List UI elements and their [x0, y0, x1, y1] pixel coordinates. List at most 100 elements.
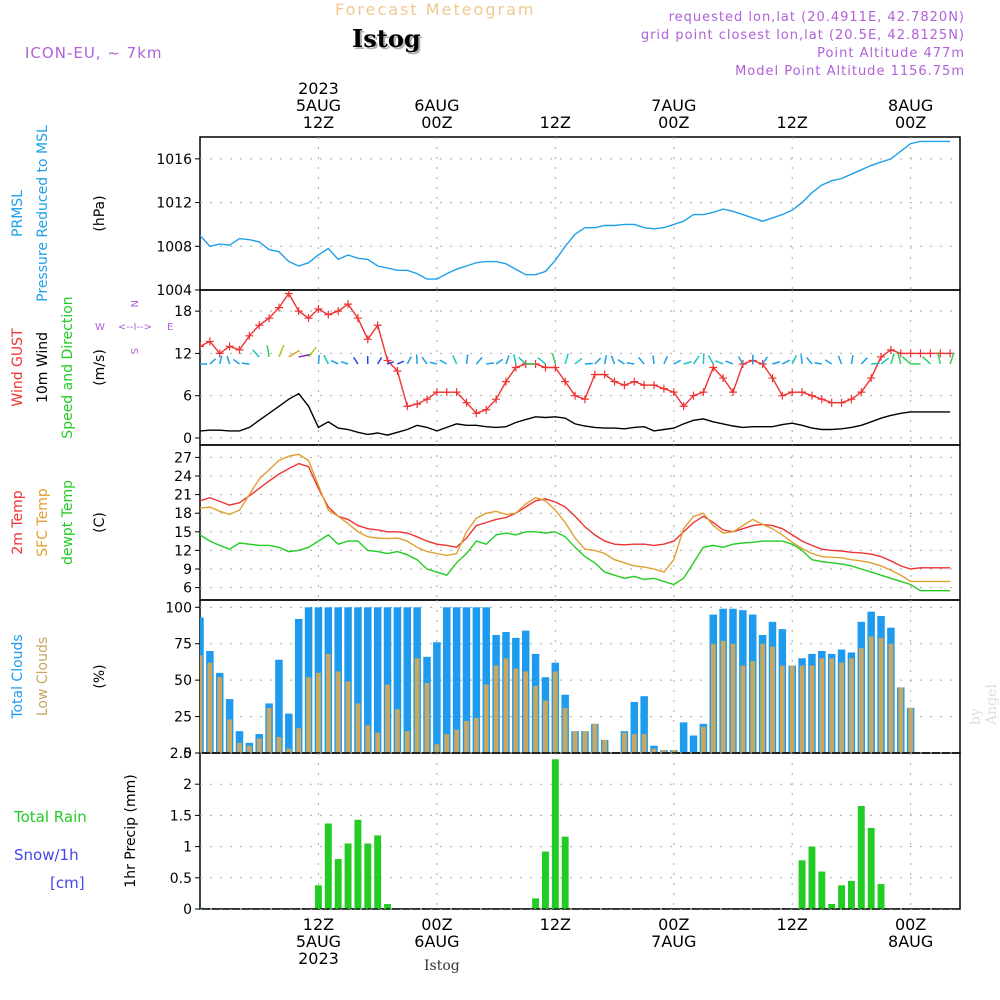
footer-location: Istog: [424, 958, 460, 974]
wind-arrow: [513, 354, 517, 365]
total-cloud-bar: [344, 607, 352, 753]
low-cloud-bar: [622, 732, 627, 753]
gust-marker: [314, 305, 323, 314]
total-cloud-bar: [433, 642, 441, 753]
wind-arrow: [800, 354, 803, 365]
bottom-time-label: 00Z: [658, 915, 689, 934]
wind-arrow: [495, 358, 504, 365]
total-cloud-bar: [393, 607, 402, 753]
wind-arrow: [880, 357, 890, 365]
gust-marker: [837, 398, 846, 407]
gust-marker: [807, 391, 816, 400]
bottom-time-label: 2023: [298, 949, 339, 968]
low-cloud-bar: [404, 731, 410, 753]
gust-marker: [926, 349, 935, 358]
y-tick-label: 15: [174, 525, 192, 541]
total-cloud-bar: [285, 713, 293, 753]
wind-arrow: [397, 360, 405, 365]
total-cloud-bar: [354, 607, 362, 753]
low-cloud-bar: [454, 729, 459, 753]
total-cloud-bar: [235, 731, 244, 753]
top-time-label: 00Z: [658, 113, 689, 132]
panel-ylabel: (%): [92, 664, 108, 688]
bottom-time-label: 6AUG: [414, 932, 459, 951]
wind-arrow: [638, 356, 645, 365]
wind-arrow: [837, 355, 843, 365]
series-line: [200, 453, 951, 583]
panel-title: Speed and Direction: [60, 296, 76, 438]
total-cloud-bar: [443, 607, 451, 753]
gust-marker: [200, 342, 204, 351]
low-cloud-bar: [888, 643, 894, 753]
low-cloud-bar: [710, 643, 716, 753]
gust-marker: [728, 388, 737, 397]
low-cloud-bar: [533, 685, 538, 753]
gust-marker: [817, 395, 826, 404]
gust-marker: [847, 395, 856, 404]
gust-marker: [590, 370, 599, 379]
model-altitude: Model Point Altitude 1156.75m: [735, 64, 965, 79]
low-cloud-bar: [395, 709, 400, 753]
low-cloud-bar: [266, 707, 272, 753]
wind-arrow: [219, 355, 223, 365]
wind-arrow: [806, 356, 813, 365]
gust-marker: [541, 363, 550, 372]
wind-arrow: [761, 356, 769, 365]
low-cloud-bar: [207, 662, 213, 753]
top-time-label: 6AUG: [414, 96, 459, 115]
y-tick-label: 0.5: [170, 871, 192, 887]
gust-marker: [452, 388, 461, 397]
y-tick-label: 12: [174, 543, 192, 559]
bottom-time-label: 12Z: [777, 915, 808, 934]
y-tick-label: 24: [174, 469, 192, 485]
low-cloud-bar: [562, 707, 568, 753]
total-cloud-bar: [472, 607, 481, 753]
compass-e: E: [167, 322, 173, 333]
top-time-label: 12Z: [777, 113, 808, 132]
wind-arrow: [663, 355, 669, 365]
gust-marker: [423, 395, 432, 404]
gust-marker: [265, 314, 274, 323]
total-cloud-bar: [462, 607, 471, 753]
y-tick-label: 9: [183, 562, 192, 578]
gust-marker: [235, 345, 244, 354]
gust-marker: [462, 398, 471, 407]
panel-plot-area: [200, 759, 960, 909]
gust-marker: [344, 300, 353, 309]
y-tick-label: 0: [183, 902, 192, 918]
gust-marker: [580, 395, 589, 404]
gust-marker: [403, 402, 412, 411]
wind-arrow: [772, 361, 781, 365]
wind-arrow: [850, 354, 854, 365]
wind-arrow: [288, 349, 300, 358]
gust-marker: [659, 384, 668, 393]
low-cloud-bar: [602, 739, 608, 753]
y-tick-label: 0: [183, 431, 192, 447]
y-tick-label: 2.5: [170, 746, 192, 762]
gust-marker: [699, 388, 708, 397]
low-cloud-bar: [671, 750, 677, 753]
rain-bar: [334, 859, 342, 909]
series-line: [200, 462, 951, 570]
gust-marker: [225, 342, 234, 351]
model-label: ICON-EU, ~ 7km: [25, 44, 163, 62]
gust-marker: [857, 388, 866, 397]
gust-marker: [758, 359, 767, 368]
wind-arrows: [200, 344, 955, 365]
rain-bar: [808, 846, 816, 909]
rain-bar: [200, 907, 204, 909]
location-title: Istog: [352, 24, 421, 53]
low-cloud-bar: [464, 720, 469, 753]
panel-title: [cm]: [50, 874, 85, 892]
rain-bar: [364, 843, 372, 909]
gust-marker: [916, 349, 925, 358]
gust-marker: [353, 314, 362, 323]
low-cloud-bar: [227, 719, 232, 753]
panel-title: Low Clouds: [35, 637, 51, 716]
panel-clouds: 0 25 50 75 100 Total Clouds Low Clouds (%): [10, 599, 961, 762]
wind-arrow: [475, 356, 483, 365]
low-cloud-bar: [256, 738, 262, 753]
y-tick-label: 6: [183, 581, 192, 597]
panel-wind: 0 6 12 18 Wind GUST 10m Wind Speed and Directi…: [10, 289, 961, 447]
wind-arrow: [781, 359, 791, 365]
